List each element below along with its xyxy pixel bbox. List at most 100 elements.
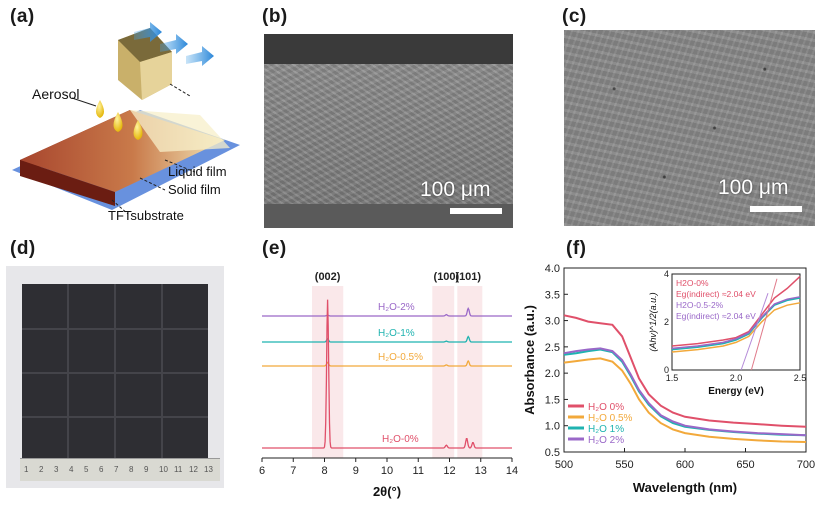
xrd-series-line (262, 299, 512, 449)
x-tick-label: 11 (413, 465, 424, 477)
inset-x-tick-label: 2.5 (794, 373, 807, 383)
solid-film-front (20, 160, 115, 206)
liquid-film-label: Liquid film (168, 164, 227, 179)
panel-label-d: (d) (10, 238, 36, 259)
legend-label: H₂O 2% (588, 435, 624, 446)
aerosol-label: Aerosol (32, 86, 80, 102)
flow-arrow-icon (160, 34, 188, 54)
x-tick-label: 650 (736, 459, 754, 471)
aerosol-droplet-icon (113, 112, 123, 132)
inset-annotation: H2O-0.5-2% (676, 300, 724, 310)
inset-series-line (671, 296, 801, 350)
y-axis-title: Absorbance (a.u.) (522, 305, 537, 415)
liquid-film (130, 110, 230, 152)
legend-label: H₂O 0% (588, 402, 624, 413)
inset-annotation: Eg(indirect) ≈2.04 eV (676, 311, 756, 321)
schematic-panel: Aerosol Liquid film Solid film TFTsubstr… (0, 0, 260, 235)
y-tick-label: 2.0 (545, 368, 560, 380)
inset-fit-line (750, 278, 778, 371)
aerosol-droplet-icon (133, 120, 143, 140)
inset-series-line (671, 302, 801, 353)
inset-y-tick-label: 2 (664, 317, 669, 327)
absorbance-chart: 0.5 1.0 1.5 2.0 2.5 3.0 3.5 4.0 500 550 600 650 700 W… (520, 256, 824, 510)
scale-label: 100 μm (718, 176, 789, 199)
absorbance-series-line (563, 314, 807, 428)
ruler-number: 7 (114, 465, 119, 474)
ruler-number: 13 (204, 465, 213, 474)
y-tick-label: 1.0 (545, 421, 560, 433)
ruler-number: 5 (84, 465, 89, 474)
x-tick-label: 6 (259, 465, 265, 477)
x-tick-label: 7 (290, 465, 296, 477)
scale-bar (750, 206, 802, 212)
ruler-number: 8 (129, 465, 134, 474)
ruler-number: 11 (174, 465, 183, 474)
inset-x-tick-label: 1.5 (666, 373, 679, 383)
absorbance-plot: 0.5 1.0 1.5 2.0 2.5 3.0 3.5 4.0 500 550 600 650 700 W… (522, 263, 815, 495)
ruler-number: 1 (24, 465, 29, 474)
inset-x-tick-label: 2.0 (730, 373, 743, 383)
ruler-number: 2 (39, 465, 44, 474)
inset-frame (671, 273, 801, 371)
y-tick-label: 0.5 (545, 447, 560, 459)
sem-image-surface: 100 μm (564, 30, 815, 226)
xrd-series-label: H₂O-2% (378, 302, 415, 313)
x-tick-label: 550 (615, 459, 633, 471)
aerosol-droplet-icon (96, 100, 104, 118)
inset-y-axis-title: (Ahv)^1/2(a.u.) (648, 292, 658, 351)
x-tick-label: 600 (676, 459, 694, 471)
inset-annotation: Eg(indirect) ≈2.04 eV (676, 289, 756, 299)
inset-y-tick-label: 0 (664, 365, 669, 375)
ruler: 1 2 3 4 5 6 7 8 9 10 11 12 13 (20, 458, 220, 481)
xrd-chart: (002) (100) (101) H₂O-2% H₂O-1% H₂O-0.5% H₂O-0… (250, 262, 520, 510)
y-tick-label: 3.5 (545, 289, 560, 301)
xrd-plot: (002) (100)(101) H₂O-2% H₂O-1% H₂O-0.5% H₂O-0… (259, 271, 518, 499)
ruler-number: 6 (99, 465, 104, 474)
film-tile-grid (22, 284, 208, 460)
peak-label: (101) (455, 271, 481, 283)
x-tick-label: 13 (475, 465, 487, 477)
absorbance-series-line (563, 357, 807, 443)
xrd-series-line (262, 335, 512, 343)
substrate-label: TFTsubstrate (108, 208, 184, 223)
peak-label: (100) (434, 271, 460, 283)
panel-label-c: (c) (562, 6, 587, 27)
ruler-number: 12 (189, 465, 198, 474)
x-tick-label: 10 (381, 465, 393, 477)
sem-image-cross-section: 100 μm (264, 34, 513, 228)
x-axis-title: 2θ(°) (373, 484, 401, 499)
y-tick-label: 1.5 (545, 394, 560, 406)
ruler-number: 3 (54, 465, 59, 474)
panel-label-b: (b) (262, 6, 288, 27)
inset-series-line (671, 297, 801, 351)
x-tick-label: 500 (555, 459, 573, 471)
peak-label: (002) (315, 271, 341, 283)
x-tick-label: 14 (506, 465, 518, 477)
flow-arrow-icon (134, 22, 162, 42)
ruler-number: 9 (144, 465, 149, 474)
y-tick-label: 2.5 (545, 342, 560, 354)
x-tick-label: 8 (321, 465, 327, 477)
inset-x-axis-title: Energy (eV) (708, 386, 764, 397)
inset-y-tick-label: 4 (664, 269, 669, 279)
xrd-series-line (262, 359, 512, 367)
inset-fit-line (740, 293, 769, 371)
scale-bar (450, 208, 502, 214)
y-tick-label: 4.0 (545, 263, 560, 275)
flow-arrow-icon (186, 46, 214, 66)
solid-film-label: Solid film (168, 182, 221, 197)
film-photo: 1 2 3 4 5 6 7 8 9 10 11 12 13 (6, 266, 224, 488)
xrd-series-label: H₂O-0.5% (378, 352, 423, 363)
peak-band (432, 286, 455, 458)
schematic-illustration (12, 22, 240, 215)
panel-label-f: (f) (566, 238, 587, 259)
ruler-number: 4 (69, 465, 74, 474)
xrd-series-label: H₂O-1% (378, 328, 415, 339)
ruler-number: 10 (159, 465, 168, 474)
legend-label: H₂O 1% (588, 424, 624, 435)
x-tick-label: 9 (353, 465, 359, 477)
legend-label: H₂O 0.5% (588, 413, 633, 424)
xrd-series-line (262, 306, 512, 317)
absorbance-series-line (563, 347, 807, 437)
x-tick-label: 700 (797, 459, 815, 471)
